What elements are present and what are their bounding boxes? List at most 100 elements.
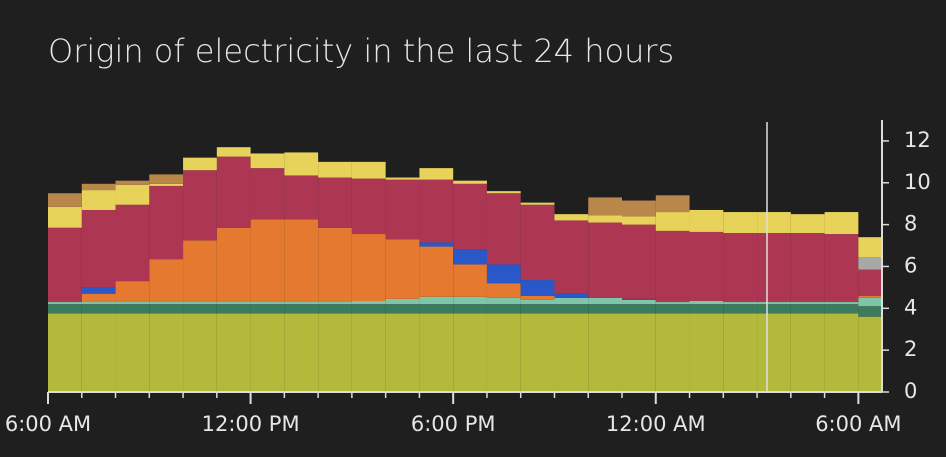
segment (858, 295, 882, 298)
x-tick-label: 6:00 PM (411, 412, 496, 436)
segment (453, 313, 487, 392)
segment (453, 180, 487, 184)
segment (183, 313, 217, 392)
segment (48, 313, 82, 392)
segment (351, 304, 386, 314)
segment (81, 190, 116, 210)
segment (824, 304, 859, 314)
segment (318, 161, 352, 178)
segment (81, 293, 116, 303)
segment (689, 209, 724, 232)
segment (250, 168, 285, 220)
segment (588, 297, 623, 305)
segment (757, 313, 791, 392)
segment (81, 304, 116, 314)
segment (115, 313, 150, 392)
segment (622, 299, 656, 305)
segment (486, 283, 521, 298)
segment (858, 306, 882, 317)
segment (588, 313, 623, 392)
segment (858, 269, 882, 296)
segment (318, 302, 352, 305)
segment (622, 298, 656, 300)
segment (149, 183, 184, 186)
segment (520, 202, 555, 205)
segment (554, 293, 589, 298)
segment (149, 313, 184, 392)
segment (790, 313, 825, 392)
y-tick-label: 12 (904, 128, 931, 152)
x-tick-label: 6:00 AM (5, 412, 91, 436)
y-tick-label: 4 (904, 295, 917, 319)
segment (655, 313, 690, 392)
segment (351, 234, 386, 301)
segment (183, 302, 217, 305)
segment (250, 304, 285, 314)
segment (757, 304, 791, 314)
segment (385, 177, 420, 180)
segment (453, 249, 487, 265)
segment (318, 177, 352, 228)
segment (588, 197, 623, 216)
segment (216, 304, 251, 314)
segment (115, 184, 150, 205)
segment (486, 264, 521, 284)
segment (318, 313, 352, 392)
segment (486, 193, 521, 265)
segment (385, 179, 420, 240)
segment (48, 302, 82, 305)
segment (622, 313, 656, 392)
segment (858, 237, 882, 258)
segment (520, 299, 555, 305)
segment (588, 215, 623, 223)
segment (318, 227, 352, 303)
segment (183, 170, 217, 241)
segment (81, 313, 116, 392)
segment (723, 212, 758, 233)
segment (183, 157, 217, 171)
segment (183, 240, 217, 303)
segment (351, 300, 386, 305)
segment (48, 193, 82, 207)
segment (115, 304, 150, 314)
segment (81, 209, 116, 288)
y-tick-label: 8 (904, 212, 917, 236)
segment (216, 147, 251, 157)
x-tick-label: 12:00 AM (606, 412, 706, 436)
segment (351, 178, 386, 235)
segment (723, 302, 758, 305)
segment (790, 214, 825, 233)
segment (216, 302, 251, 305)
segment (149, 185, 184, 260)
segment (757, 302, 791, 305)
segment (486, 313, 521, 392)
segment (858, 297, 882, 307)
segment (115, 281, 150, 303)
segment (250, 219, 285, 303)
segment (824, 212, 859, 235)
segment (385, 313, 420, 392)
segment (622, 216, 656, 225)
segment (723, 313, 758, 392)
segment (520, 304, 555, 314)
segment (520, 204, 555, 281)
segment (385, 239, 420, 299)
segment (115, 204, 150, 282)
segment (149, 304, 184, 314)
segment (216, 313, 251, 392)
segment (554, 214, 589, 221)
segment (486, 304, 521, 314)
segment (655, 302, 690, 305)
segment (520, 313, 555, 392)
segment (858, 316, 882, 392)
segment (284, 313, 319, 392)
segment (284, 152, 319, 176)
segment (284, 302, 319, 305)
segment (419, 246, 454, 297)
segment (115, 302, 150, 305)
segment (486, 191, 521, 194)
segment (351, 161, 386, 179)
segment (554, 304, 589, 314)
segment (183, 304, 217, 314)
segment (689, 231, 724, 301)
